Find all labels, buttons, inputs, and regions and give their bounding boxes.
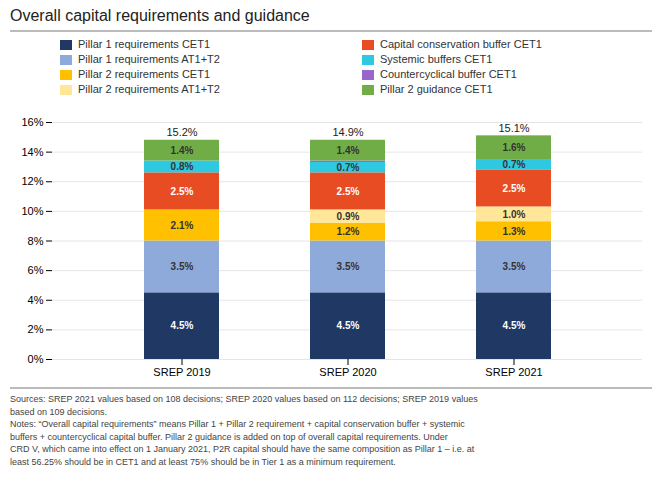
svg-text:4.5%: 4.5% [337,320,360,331]
svg-text:15.2%: 15.2% [166,126,197,138]
svg-text:3.5%: 3.5% [171,261,194,272]
html-text:Systemic buffers CET1: Systemic buffers CET1 [380,53,493,65]
svg-text:1.0%: 1.0% [503,209,526,220]
svg-text:1.3%: 1.3% [503,226,526,237]
html-text:Pillar 2 requirements CET1: Pillar 2 requirements CET1 [78,68,211,80]
svg-text:8%: 8% [28,235,44,247]
svg-text:6%: 6% [28,264,44,276]
html-text:Pillar 1 requirements AT1+T2: Pillar 1 requirements AT1+T2 [78,53,220,65]
svg-text:3.5%: 3.5% [337,261,360,272]
svg-text:4.5%: 4.5% [503,320,526,331]
svg-text:2%: 2% [28,323,44,335]
svg-text:1.4%: 1.4% [337,145,360,156]
svg-text:1.6%: 1.6% [503,142,526,153]
svg-text:0.7%: 0.7% [337,162,360,173]
svg-text:14.9%: 14.9% [332,126,363,138]
svg-text:1.4%: 1.4% [171,145,194,156]
svg-text:0%: 0% [28,353,44,365]
svg-text:SREP 2021: SREP 2021 [485,366,542,378]
svg-text:1.2%: 1.2% [337,226,360,237]
html-text:Pillar 2 requirements AT1+T2: Pillar 2 requirements AT1+T2 [78,83,220,95]
svg-text:3.5%: 3.5% [503,261,526,272]
html-text:Pillar 2 guidance CET1: Pillar 2 guidance CET1 [380,83,493,95]
svg-text:14%: 14% [21,146,43,158]
html-text:Countercyclical buffer CET1: Countercyclical buffer CET1 [380,68,517,80]
svg-text:0.9%: 0.9% [337,211,360,222]
svg-text:4.5%: 4.5% [171,320,194,331]
svg-text:SREP 2019: SREP 2019 [153,366,210,378]
svg-text:12%: 12% [21,175,43,187]
svg-text:0.8%: 0.8% [171,161,194,172]
html-text:CRD V, which came into effect: CRD V, which came into effect on 1 Janua… [10,444,475,454]
html-text:Sources: SREP 2021 values base: Sources: SREP 2021 values based on 108 d… [10,394,478,404]
svg-text:SREP 2020: SREP 2020 [319,366,376,378]
svg-text:16%: 16% [21,116,43,128]
html-text:buffers + countercyclical capi: buffers + countercyclical capital buffer… [10,431,448,442]
html-text:Overall capital requirements a: Overall capital requirements and guidanc… [10,7,310,24]
html-text:least 56.25% should be in CET1: least 56.25% should be in CET1 and at le… [10,456,396,467]
svg-text:15.1%: 15.1% [498,122,529,134]
svg-text:2.1%: 2.1% [171,220,194,231]
svg-text:2.5%: 2.5% [503,183,526,194]
html-text:Pillar 1 requirements CET1: Pillar 1 requirements CET1 [78,38,211,50]
svg-text:2.5%: 2.5% [171,186,194,197]
svg-text:0.7%: 0.7% [503,159,526,170]
svg-text:10%: 10% [21,205,43,217]
html-text:Notes: “Overall capital requir: Notes: “Overall capital requirements” me… [10,419,465,429]
svg-text:2.5%: 2.5% [337,186,360,197]
html-text:Capital conservation buffer CE: Capital conservation buffer CET1 [380,38,542,50]
html-text:based on 109 decisions.: based on 109 decisions. [10,406,108,417]
svg-text:4%: 4% [28,294,44,306]
